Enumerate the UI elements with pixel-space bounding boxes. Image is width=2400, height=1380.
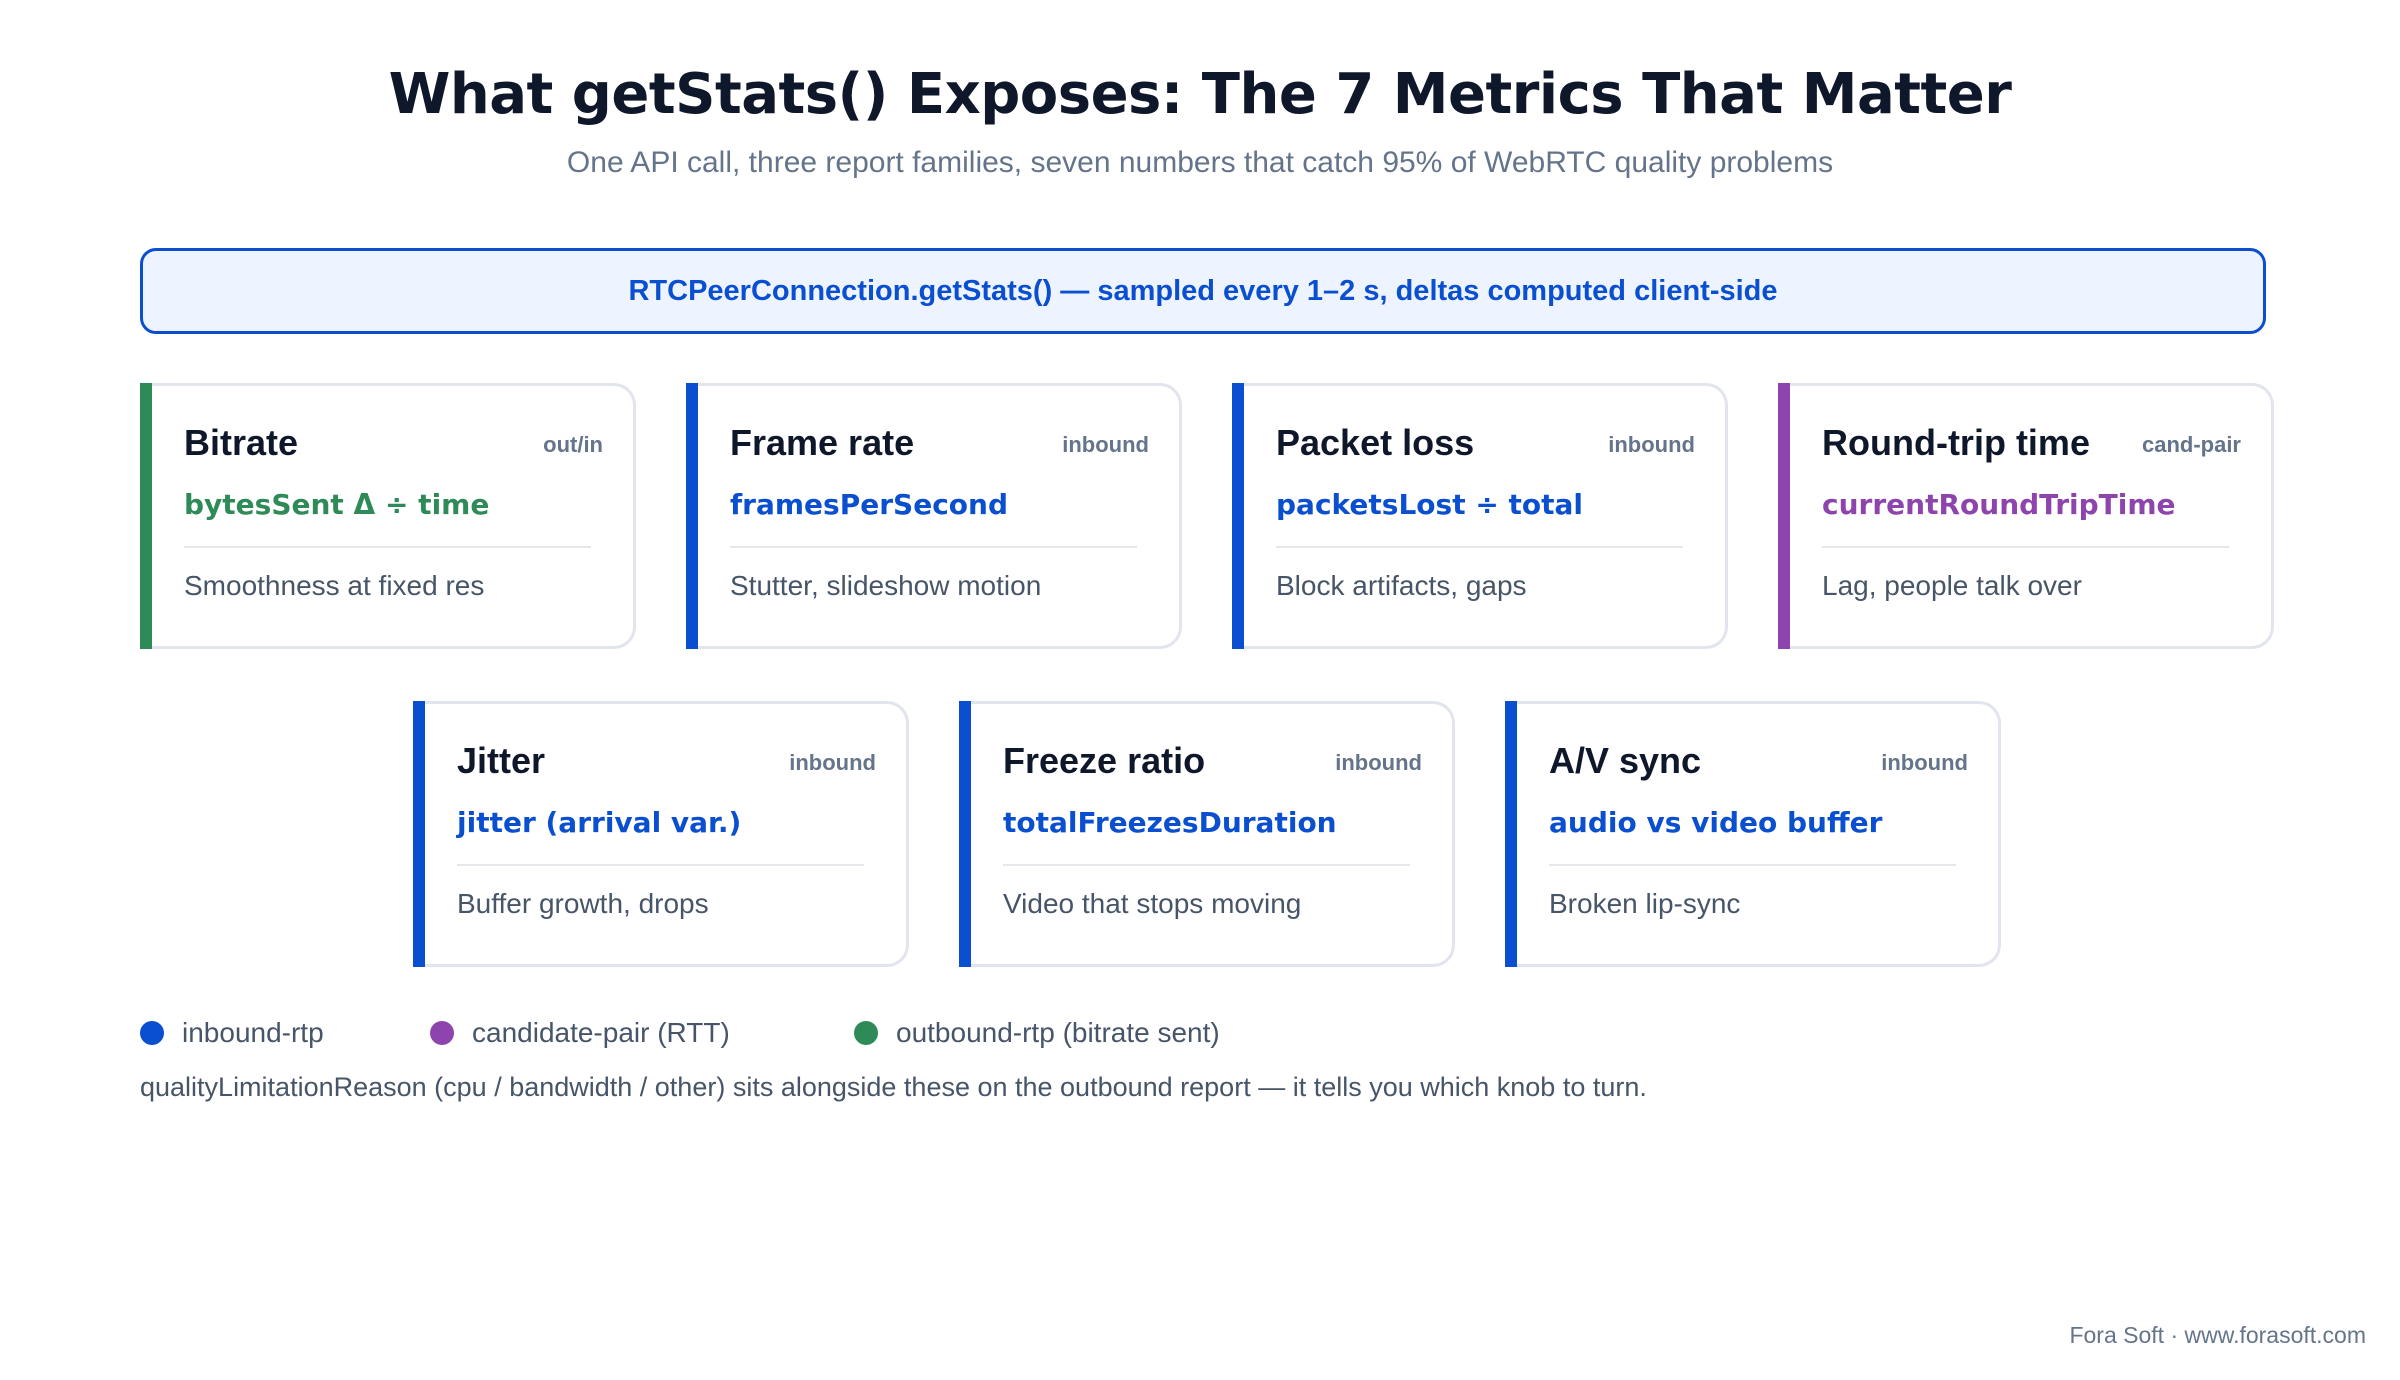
metric-field: audio vs video buffer <box>1549 806 1883 839</box>
metric-field: bytesSent Δ ÷ time <box>184 488 490 521</box>
metric-name: Freeze ratio <box>1003 740 1206 781</box>
report-tag: out/in <box>543 432 603 457</box>
metric-card-freeze-ratio: Freeze ratio inbound totalFreezesDuratio… <box>959 701 1455 967</box>
legend-dot <box>140 1021 164 1045</box>
legend-item-inbound: inbound-rtp <box>140 1017 324 1049</box>
legend-item-outbound: outbound-rtp (bitrate sent) <box>854 1017 1220 1049</box>
card-divider <box>1276 546 1683 548</box>
legend-dot <box>430 1021 454 1045</box>
report-tag: inbound <box>789 750 876 775</box>
page-title: What getStats() Exposes: The 7 Metrics T… <box>388 62 2012 127</box>
card-accent-bar <box>959 701 971 967</box>
metric-card-frame-rate: Frame rate inbound framesPerSecond Stutt… <box>686 383 1182 649</box>
metric-symptom: Stutter, slideshow motion <box>730 570 1042 601</box>
card-divider <box>184 546 591 548</box>
legend-item-candidate-pair: candidate-pair (RTT) <box>430 1017 730 1049</box>
card-accent-bar <box>413 701 425 967</box>
card-accent-bar <box>1232 383 1244 649</box>
metric-field: totalFreezesDuration <box>1003 806 1337 839</box>
metric-card-packet-loss: Packet loss inbound packetsLost ÷ total … <box>1232 383 1728 649</box>
report-tag: inbound <box>1608 432 1695 457</box>
legend-dot <box>854 1021 878 1045</box>
card-divider <box>1003 864 1410 866</box>
metric-field: jitter (arrival var.) <box>457 806 742 839</box>
metric-field: currentRoundTripTime <box>1822 488 2176 521</box>
metric-symptom: Video that stops moving <box>1003 888 1302 919</box>
card-accent-bar <box>1505 701 1517 967</box>
legend-label: outbound-rtp (bitrate sent) <box>896 1017 1220 1048</box>
metric-field: framesPerSecond <box>730 488 1009 521</box>
metric-symptom: Buffer growth, drops <box>457 888 709 919</box>
card-divider <box>1549 864 1956 866</box>
api-banner-text: RTCPeerConnection.getStats() — sampled e… <box>628 274 1778 307</box>
metric-symptom: Broken lip-sync <box>1549 888 1741 919</box>
quality-limitation-note: qualityLimitationReason (cpu / bandwidth… <box>140 1072 1647 1102</box>
card-accent-bar <box>1778 383 1790 649</box>
metric-symptom: Lag, people talk over <box>1822 570 2082 601</box>
report-tag: cand-pair <box>2141 432 2241 457</box>
metric-name: Bitrate <box>184 422 299 463</box>
report-tag: inbound <box>1335 750 1422 775</box>
metric-name: Jitter <box>457 740 546 781</box>
metric-field: packetsLost ÷ total <box>1276 488 1584 521</box>
metric-name: Packet loss <box>1276 422 1475 463</box>
legend-label: inbound-rtp <box>182 1017 324 1048</box>
card-accent-bar <box>686 383 698 649</box>
metric-name: A/V sync <box>1549 740 1702 781</box>
report-tag: inbound <box>1062 432 1149 457</box>
legend-label: candidate-pair (RTT) <box>472 1017 730 1048</box>
metric-symptom: Smoothness at fixed res <box>184 570 485 601</box>
report-tag: inbound <box>1881 750 1968 775</box>
page-subtitle: One API call, three report families, sev… <box>566 146 1834 179</box>
card-accent-bar <box>140 383 152 649</box>
metric-name: Frame rate <box>730 422 915 463</box>
footer-credit: Fora Soft · www.forasoft.com <box>2069 1322 2366 1348</box>
metric-card-bitrate: Bitrate out/in bytesSent Δ ÷ time Smooth… <box>140 383 636 649</box>
report-family-legend: inbound-rtp candidate-pair (RTT) outboun… <box>140 1017 1440 1057</box>
card-divider <box>1822 546 2229 548</box>
metric-name: Round-trip time <box>1822 422 2090 463</box>
metric-card-av-sync: A/V sync inbound audio vs video buffer B… <box>1505 701 2001 967</box>
metric-card-jitter: Jitter inbound jitter (arrival var.) Buf… <box>413 701 909 967</box>
metric-symptom: Block artifacts, gaps <box>1276 570 1527 601</box>
card-divider <box>457 864 864 866</box>
card-divider <box>730 546 1137 548</box>
api-banner: RTCPeerConnection.getStats() — sampled e… <box>140 248 2266 334</box>
metric-card-round-trip-time: Round-trip time cand-pair currentRoundTr… <box>1778 383 2274 649</box>
